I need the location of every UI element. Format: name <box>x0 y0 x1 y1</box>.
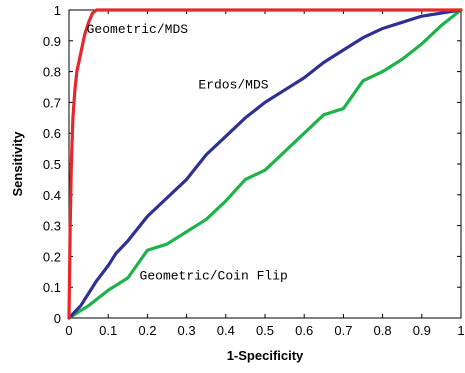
x-tick-label: 0.7 <box>334 323 352 338</box>
annotation-erdos-mds: Erdos/MDS <box>198 78 268 93</box>
y-tick-label: 0 <box>54 311 61 326</box>
y-tick-label: 1 <box>54 3 61 18</box>
x-tick-label: 0.9 <box>413 323 431 338</box>
series-line-geometric-coin-flip <box>67 8 463 320</box>
y-tick-label: 0.6 <box>43 126 61 141</box>
y-tick-label: 0.1 <box>43 280 61 295</box>
y-tick-label: 0.3 <box>43 219 61 234</box>
x-tick-label: 1 <box>457 323 464 338</box>
y-tick-label: 0.8 <box>43 65 61 80</box>
annotation-geometric-coin-flip: Geometric/Coin Flip <box>140 269 288 284</box>
series-line-geometric-mds <box>67 8 463 320</box>
y-tick-label: 0.7 <box>43 95 61 110</box>
series-line-erdos-mds <box>67 8 463 320</box>
x-tick-label: 0.2 <box>138 323 156 338</box>
x-tick-label: 0.1 <box>99 323 117 338</box>
y-tick-label: 0.5 <box>43 157 61 172</box>
x-tick-label: 0.5 <box>256 323 274 338</box>
y-axis-label: Sensitivity <box>10 131 25 197</box>
y-tick-label: 0.9 <box>43 34 61 49</box>
x-tick-label: 0.4 <box>217 323 235 338</box>
y-tick-label: 0.4 <box>43 188 61 203</box>
x-tick-label: 0.6 <box>295 323 313 338</box>
x-tick-label: 0 <box>65 323 72 338</box>
x-tick-label: 0.8 <box>374 323 392 338</box>
x-axis-label: 1-Specificity <box>227 348 304 363</box>
annotation-geometric-mds: Geometric/MDS <box>87 22 189 37</box>
x-tick-label: 0.3 <box>178 323 196 338</box>
y-tick-label: 0.2 <box>43 249 61 264</box>
